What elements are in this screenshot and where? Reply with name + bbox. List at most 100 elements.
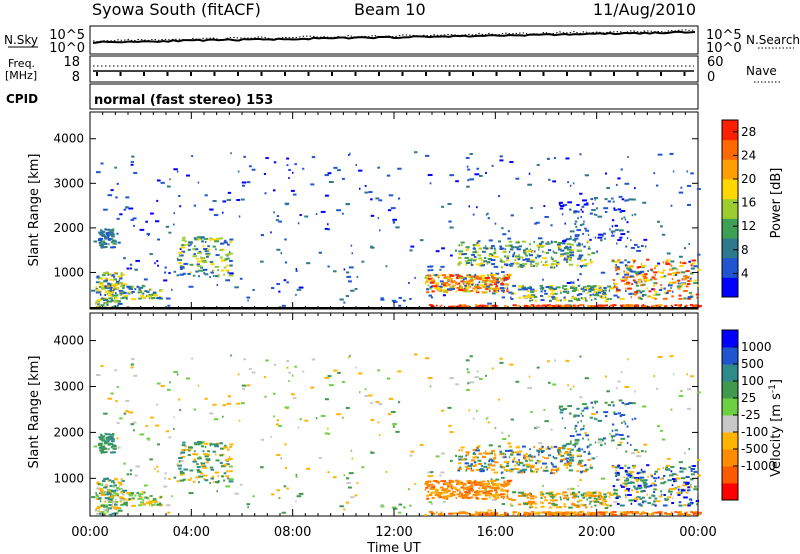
power-cell bbox=[228, 274, 234, 277]
velocity-cell bbox=[103, 486, 108, 489]
power-cell bbox=[579, 224, 583, 227]
velocity-cell bbox=[427, 480, 432, 483]
power-cell bbox=[141, 284, 145, 287]
velocity-cell bbox=[471, 459, 475, 462]
power-cell bbox=[440, 289, 443, 292]
power-cell bbox=[179, 266, 185, 269]
velocity-cell bbox=[677, 493, 681, 496]
velocity-cell bbox=[436, 481, 440, 484]
velocity-cell bbox=[517, 491, 523, 494]
colorbar-tick-label: 500 bbox=[741, 357, 764, 371]
velocity-cell bbox=[589, 502, 591, 505]
velocity-cell bbox=[227, 477, 230, 480]
power-cell bbox=[576, 203, 580, 206]
y-tick-label: 4000 bbox=[53, 334, 84, 348]
power-cell bbox=[613, 282, 615, 285]
power-cell bbox=[203, 272, 206, 275]
power-cell bbox=[551, 257, 554, 260]
velocity-cell bbox=[100, 494, 106, 497]
velocity-cell bbox=[540, 451, 544, 454]
power-cell bbox=[626, 230, 630, 233]
velocity-cell bbox=[472, 452, 476, 455]
velocity-cell bbox=[547, 447, 551, 450]
power-cell bbox=[591, 252, 596, 255]
velocity-cell bbox=[561, 417, 564, 420]
velocity-cell bbox=[119, 498, 124, 501]
power-cell bbox=[548, 295, 551, 298]
velocity-cell bbox=[518, 450, 523, 453]
power-cell bbox=[655, 282, 658, 285]
velocity-cell bbox=[500, 484, 504, 487]
velocity-cell bbox=[560, 458, 565, 461]
velocity-cell bbox=[466, 488, 470, 491]
velocity-cell bbox=[150, 494, 153, 497]
power-cell bbox=[297, 222, 300, 225]
velocity-cell bbox=[597, 491, 602, 494]
power-cell bbox=[552, 260, 557, 263]
power-cell bbox=[327, 172, 332, 175]
power-cell bbox=[478, 281, 481, 284]
power-cell bbox=[377, 217, 380, 220]
velocity-cell bbox=[618, 399, 623, 402]
power-cell bbox=[457, 256, 462, 259]
velocity-cell bbox=[465, 493, 470, 496]
power-cell bbox=[624, 305, 626, 308]
power-cell bbox=[674, 304, 678, 307]
power-cell bbox=[580, 208, 583, 211]
power-cell bbox=[614, 282, 618, 285]
power-cell bbox=[107, 282, 111, 285]
velocity-cell bbox=[529, 448, 531, 451]
power-cell bbox=[612, 305, 615, 308]
velocity-cell bbox=[695, 500, 700, 503]
freq-dot bbox=[260, 72, 263, 76]
velocity-cell bbox=[550, 495, 556, 498]
power-cell bbox=[449, 254, 453, 257]
velocity-cell bbox=[576, 505, 581, 508]
power-cell bbox=[447, 279, 449, 282]
power-cell bbox=[107, 238, 111, 241]
velocity-cell bbox=[179, 473, 183, 476]
power-cell bbox=[612, 200, 615, 203]
velocity-cell bbox=[210, 468, 215, 471]
power-cell bbox=[580, 215, 583, 218]
velocity-cell bbox=[624, 479, 629, 482]
velocity-cell bbox=[657, 468, 661, 471]
velocity-cell bbox=[613, 413, 618, 416]
power-cell bbox=[567, 255, 569, 258]
power-cell bbox=[108, 300, 112, 303]
colorbar-tick-label: 16 bbox=[741, 196, 756, 210]
power-cell bbox=[476, 206, 478, 209]
velocity-cell bbox=[676, 491, 682, 494]
velocity-cell bbox=[670, 511, 673, 514]
velocity-cell bbox=[320, 414, 326, 417]
power-cell bbox=[147, 295, 152, 298]
power-cell bbox=[487, 302, 492, 305]
power-cell bbox=[604, 198, 608, 201]
velocity-cell bbox=[605, 511, 609, 514]
velocity-cell bbox=[556, 513, 560, 516]
velocity-cell bbox=[426, 485, 431, 488]
power-cell bbox=[225, 269, 230, 272]
power-cell bbox=[207, 245, 211, 248]
velocity-cell bbox=[653, 375, 656, 378]
velocity-cell bbox=[657, 355, 663, 358]
power-cell bbox=[492, 273, 495, 276]
time-axis-label: Time UT bbox=[366, 541, 420, 554]
velocity-cell bbox=[612, 513, 617, 516]
power-cell bbox=[177, 259, 182, 262]
power-cell bbox=[385, 265, 388, 268]
velocity-cell bbox=[189, 469, 194, 472]
power-cell bbox=[318, 251, 322, 254]
velocity-cell bbox=[515, 380, 520, 383]
power-cell bbox=[451, 281, 453, 284]
power-cell bbox=[557, 242, 563, 245]
power-cell bbox=[271, 287, 275, 290]
velocity-cell bbox=[502, 493, 506, 496]
colorbar-swatch bbox=[722, 120, 738, 141]
power-cell bbox=[629, 267, 633, 270]
velocity-cell bbox=[144, 496, 148, 499]
power-cell bbox=[192, 255, 198, 258]
power-cell bbox=[482, 277, 486, 280]
velocity-cell bbox=[427, 471, 433, 474]
velocity-cell bbox=[248, 367, 252, 370]
